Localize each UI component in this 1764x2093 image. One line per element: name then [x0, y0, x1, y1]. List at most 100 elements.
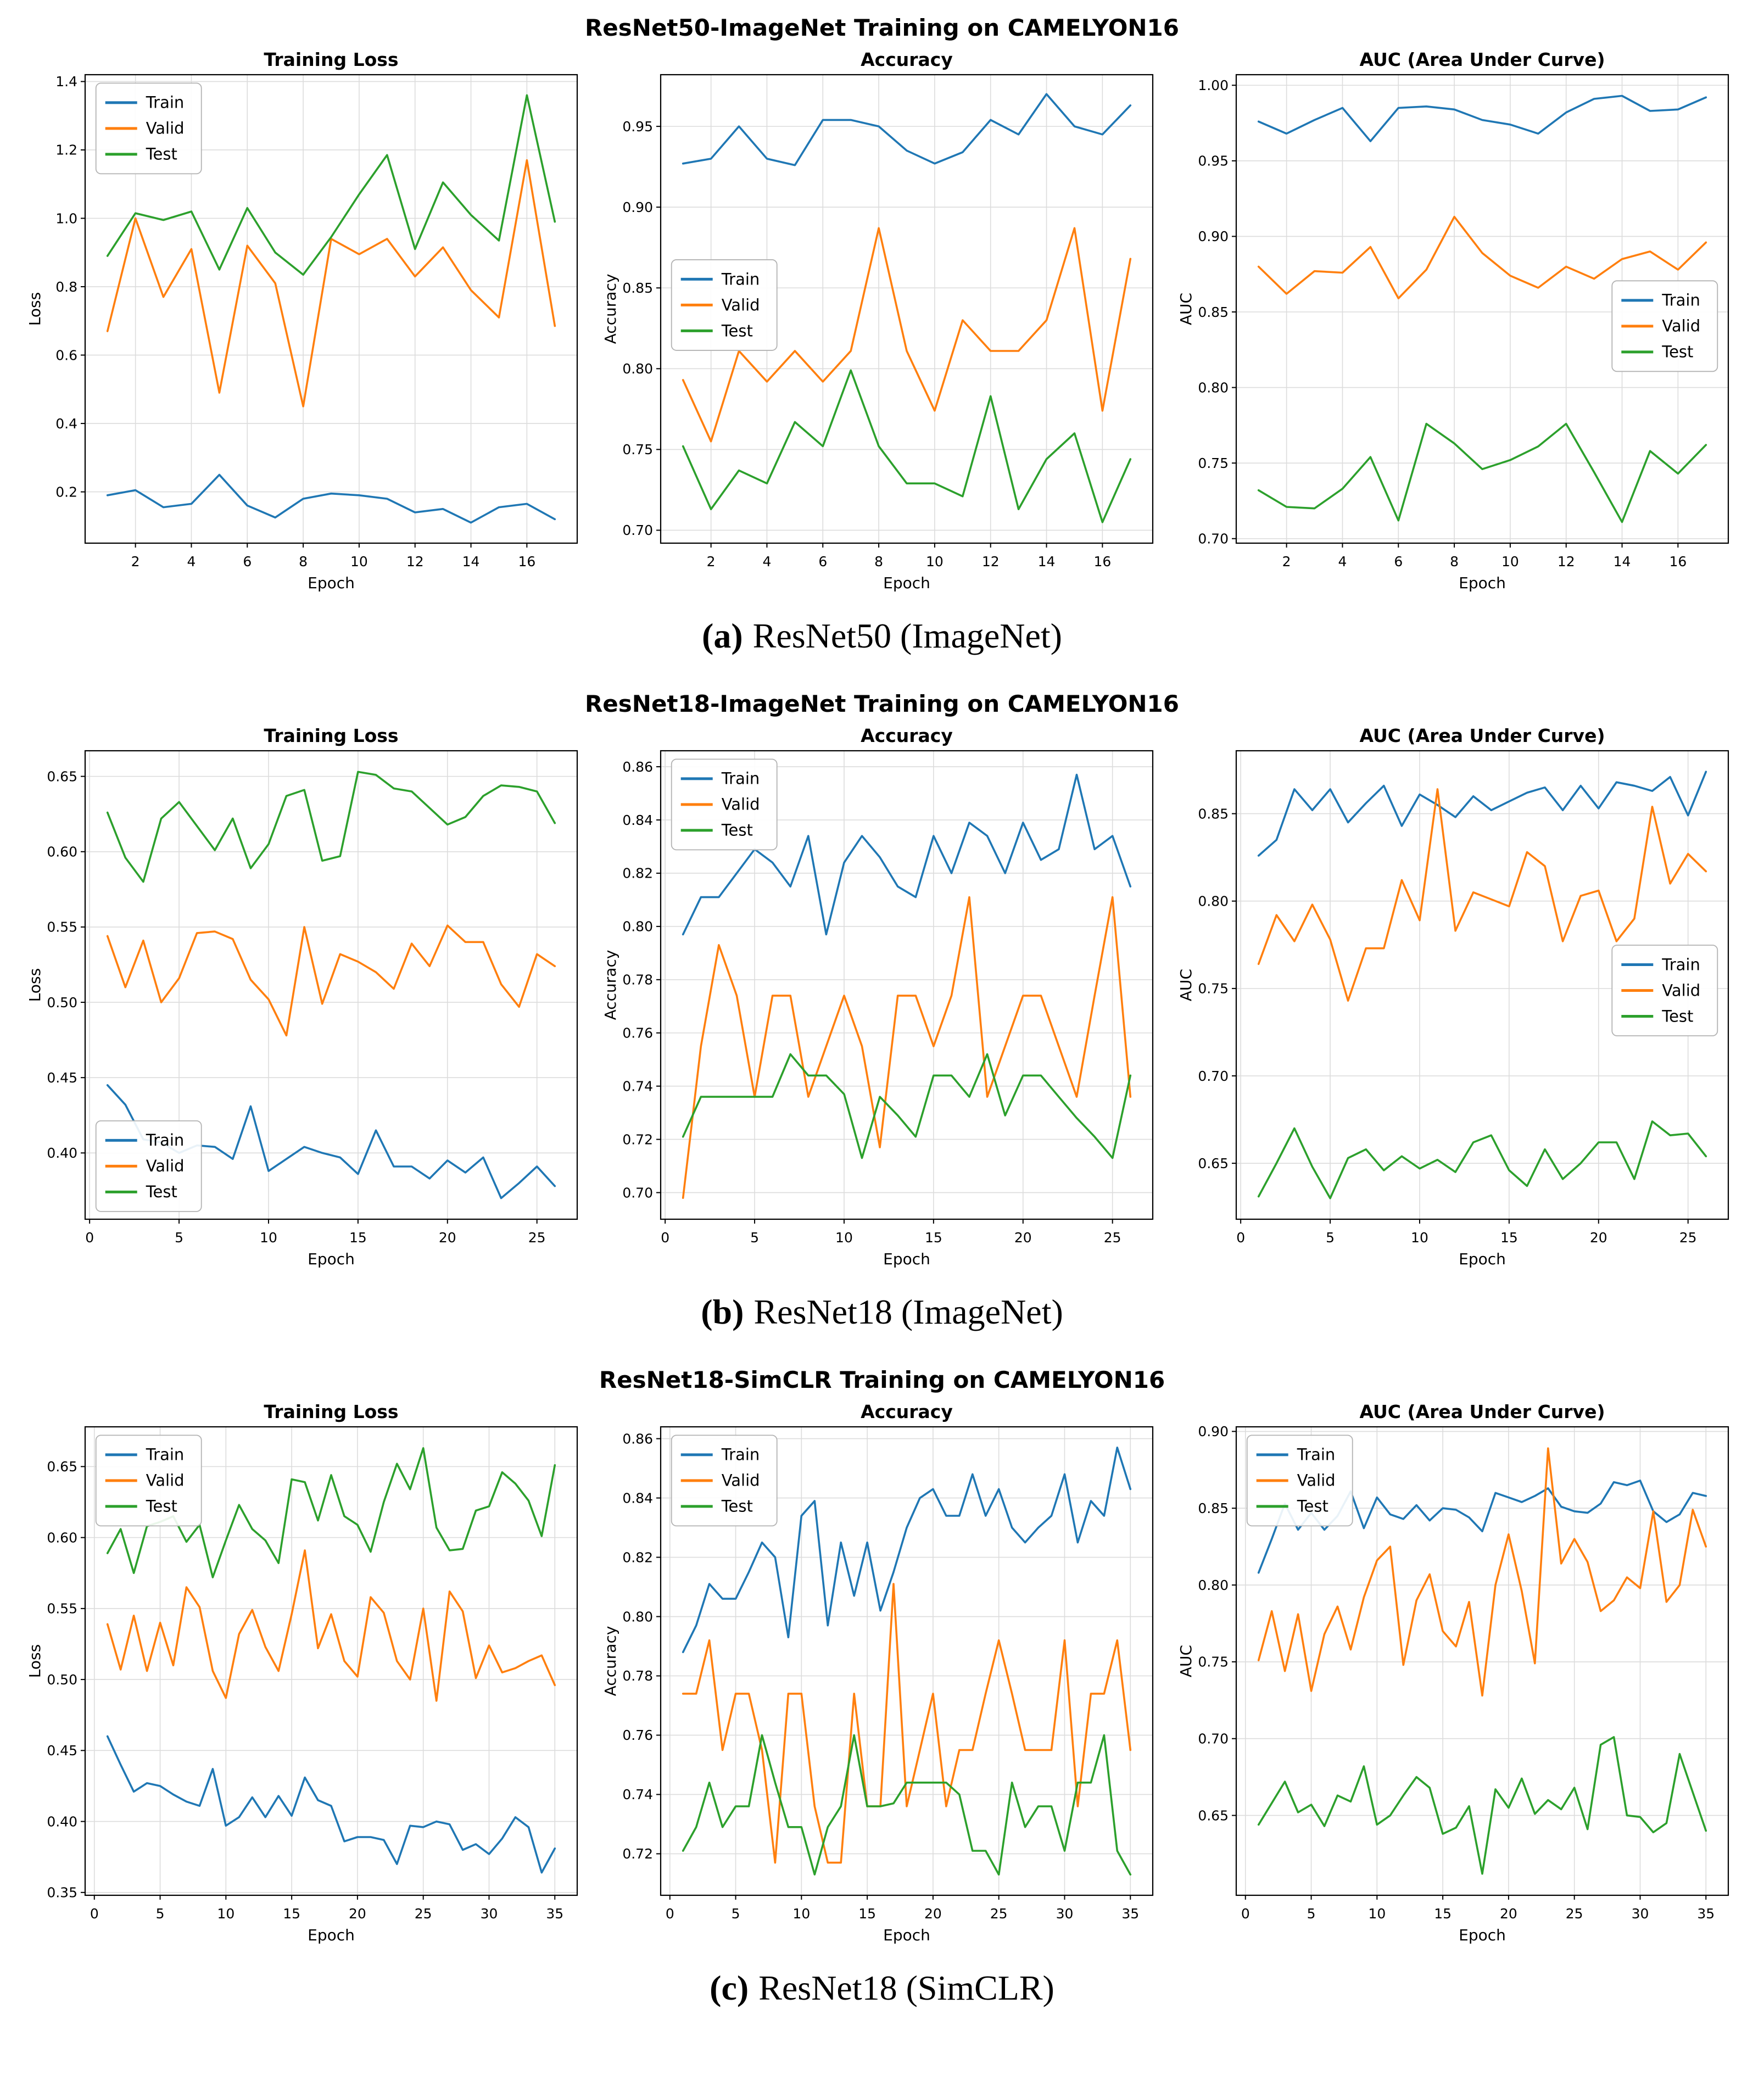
- caption-label: (a): [702, 616, 743, 655]
- series-line-train: [682, 773, 1132, 936]
- y-tick-label: 0.78: [622, 972, 653, 988]
- series-line-train: [682, 93, 1132, 166]
- legend: Train Valid Test: [671, 758, 778, 851]
- caption-label: (c): [710, 1968, 749, 2007]
- x-tick-label: 10: [1411, 1230, 1428, 1246]
- legend-label-test: Test: [721, 821, 753, 840]
- y-tick-label: 0.70: [622, 522, 653, 538]
- x-tick-label: 16: [1093, 554, 1111, 570]
- x-tick-label: 25: [528, 1230, 546, 1246]
- x-tick-label: 5: [1326, 1230, 1335, 1246]
- series-line-test: [682, 1053, 1132, 1159]
- y-tick-label: 0.80: [622, 361, 653, 377]
- x-tick-label: 12: [982, 554, 1000, 570]
- x-tick-label: 5: [156, 1906, 165, 1922]
- series-line-train: [682, 1447, 1132, 1654]
- plot-spines: [660, 750, 1154, 1220]
- caption-label: (b): [701, 1292, 744, 1331]
- legend-label-valid: Valid: [146, 1471, 185, 1490]
- accuracy-chart: 0 5 10 15 20 25 0.70 0.72 0.74 0.76 0.78 0.80 0.82 0.…: [599, 721, 1165, 1270]
- axis-ticks: 0 5 10 15 20 25 30 35 0.65 0.70 0.75 0.80 0.85 0.90: [1198, 1424, 1715, 1922]
- legend-label-train: Train: [146, 93, 185, 112]
- y-tick-label: 0.65: [1198, 1156, 1229, 1171]
- x-tick-label: 10: [1501, 554, 1519, 570]
- y-axis-label: Loss: [26, 968, 44, 1002]
- y-tick-label: 0.60: [47, 844, 77, 860]
- series-group: [1257, 94, 1707, 523]
- y-tick-label: 0.60: [47, 1530, 77, 1545]
- figure-suptitle: ResNet18-SimCLR Training on CAMELYON16: [599, 1366, 1165, 1393]
- legend: Train Valid Test: [1246, 1435, 1353, 1527]
- y-tick-label: 0.78: [622, 1668, 653, 1684]
- y-tick-label: 1.4: [55, 74, 77, 90]
- y-tick-label: 0.75: [622, 442, 653, 457]
- y-axis-label: AUC: [1177, 293, 1195, 325]
- y-axis-label: Accuracy: [601, 950, 619, 1020]
- plot-spines: [84, 750, 578, 1220]
- y-tick-label: 0.6: [55, 347, 77, 363]
- series-line-valid: [682, 896, 1132, 1199]
- legend-label-valid: Valid: [1662, 981, 1700, 1000]
- subplot-title: Accuracy: [861, 1401, 953, 1422]
- y-tick-label: 0.90: [1198, 228, 1229, 244]
- legend-label-train: Train: [146, 1131, 185, 1149]
- auc-area-under-curve-chart: 0 5 10 15 20 25 30 35 0.65 0.70 0.75 0.80 0.85 0.90 AU…: [1175, 1397, 1740, 1946]
- y-tick-label: 0.84: [622, 1490, 653, 1506]
- y-tick-label: 0.55: [47, 919, 77, 935]
- accuracy-chart: 2 4 6 8 10 12 14 16 0.70 0.75 0.80 0.85 0.90 0.95 Accu…: [599, 44, 1165, 594]
- x-tick-label: 15: [283, 1906, 300, 1922]
- x-tick-label: 25: [1104, 1230, 1121, 1246]
- y-tick-label: 0.50: [47, 1672, 77, 1688]
- x-tick-label: 12: [1558, 554, 1575, 570]
- series-line-test: [1257, 422, 1707, 523]
- x-tick-label: 16: [1669, 554, 1687, 570]
- figure-caption: (c) ResNet18 (SimCLR): [0, 1968, 1764, 2008]
- legend-label-valid: Valid: [1662, 317, 1700, 336]
- training-loss-chart: 0 5 10 15 20 25 0.40 0.45 0.50 0.55 0.60 0.65 Traini…: [24, 721, 589, 1270]
- series-line-train: [106, 473, 556, 524]
- x-tick-label: 0: [661, 1230, 669, 1246]
- accuracy-chart: 0 5 10 15 20 25 30 35 0.72 0.74 0.76 0.78 0.80 0.82 0.…: [599, 1397, 1165, 1946]
- caption-text: ResNet18 (ImageNet): [753, 1292, 1063, 1331]
- series-line-train: [1257, 94, 1707, 142]
- subplot-title: AUC (Area Under Curve): [1359, 49, 1605, 70]
- x-tick-label: 10: [792, 1906, 810, 1922]
- axis-ticks: 0 5 10 15 20 25 0.65 0.70 0.75 0.80 0.85: [1198, 806, 1696, 1246]
- figure-c: ResNet18-SimCLR Training on CAMELYON16 0…: [0, 1366, 1764, 2034]
- series-line-valid: [106, 924, 556, 1037]
- y-tick-label: 0.50: [47, 995, 77, 1011]
- subplot-title: Accuracy: [861, 49, 953, 70]
- y-tick-label: 0.80: [622, 919, 653, 935]
- x-tick-label: 2: [131, 554, 140, 570]
- legend-label-train: Train: [1661, 291, 1700, 310]
- chart-slot-a-1: 2 4 6 8 10 12 14 16 0.70 0.75 0.80 0.85 0.90 0.95 Accu…: [599, 44, 1165, 594]
- legend: Train Valid Test: [671, 259, 778, 351]
- figure-suptitle: ResNet50-ImageNet Training on CAMELYON16: [584, 14, 1180, 41]
- x-tick-label: 5: [175, 1230, 183, 1246]
- legend-label-test: Test: [721, 321, 753, 340]
- legend-label-valid: Valid: [146, 119, 185, 138]
- y-tick-label: 0.70: [1198, 531, 1229, 546]
- axis-ticks: 0 5 10 15 20 25 30 35 0.35 0.40 0.45 0.50 0.55 0.60 0.…: [47, 1459, 563, 1922]
- y-tick-label: 0.95: [622, 119, 653, 135]
- x-tick-label: 0: [666, 1906, 674, 1922]
- legend: Train Valid Test: [671, 1435, 778, 1527]
- x-tick-label: 4: [1338, 554, 1347, 570]
- x-tick-label: 8: [1450, 554, 1459, 570]
- y-tick-label: 0.65: [47, 768, 77, 784]
- axis-ticks: 2 4 6 8 10 12 14 16 0.70 0.75 0.80 0.85 0.90 0.95 1.00: [1198, 77, 1687, 570]
- subplot-title: AUC (Area Under Curve): [1359, 725, 1605, 746]
- y-tick-label: 0.82: [622, 866, 653, 881]
- legend-label-test: Test: [146, 145, 177, 164]
- series-line-test: [682, 369, 1132, 523]
- chart-slot-b-2: 0 5 10 15 20 25 0.65 0.70 0.75 0.80 0.85 AUC (Area …: [1175, 721, 1740, 1270]
- y-tick-label: 0.74: [622, 1787, 653, 1802]
- series-line-train: [106, 1735, 556, 1874]
- series-line-test: [682, 1734, 1132, 1876]
- y-tick-label: 0.40: [47, 1145, 77, 1161]
- y-tick-label: 0.70: [622, 1185, 653, 1201]
- x-tick-label: 15: [1434, 1906, 1452, 1922]
- x-tick-label: 4: [187, 554, 196, 570]
- series-line-valid: [106, 159, 556, 408]
- y-tick-label: 0.85: [1198, 806, 1229, 822]
